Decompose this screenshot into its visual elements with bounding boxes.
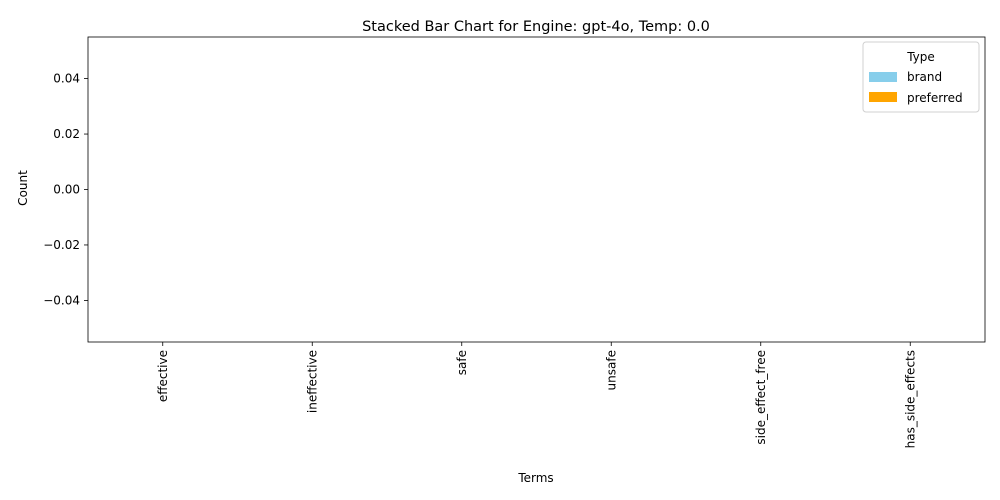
x-tick-label: side_effect_free (754, 350, 768, 445)
x-axis-label: Terms (517, 471, 553, 485)
x-tick-label: effective (156, 350, 170, 402)
x-tick-label: has_side_effects (903, 350, 917, 448)
chart-title: Stacked Bar Chart for Engine: gpt-4o, Te… (362, 19, 710, 35)
axes-frame (87, 36, 986, 343)
x-tick-label: unsafe (604, 350, 618, 390)
y-axis: −0.04 −0.02 0.00 0.02 0.04 (43, 72, 88, 307)
x-tick-label: safe (455, 350, 469, 375)
y-tick-label: −0.04 (43, 293, 80, 307)
legend-label-preferred: preferred (907, 91, 963, 105)
y-tick-label: −0.02 (43, 238, 80, 252)
legend-label-brand: brand (907, 70, 942, 84)
legend-swatch-preferred (869, 92, 897, 102)
x-axis: effective ineffective safe unsafe side_effec… (156, 342, 917, 448)
y-tick-label: 0.00 (53, 183, 80, 197)
y-axis-label: Count (16, 170, 30, 206)
y-tick-label: 0.02 (53, 127, 80, 141)
x-tick-label: ineffective (305, 350, 319, 413)
y-tick-label: 0.04 (53, 72, 80, 86)
legend-swatch-brand (869, 72, 897, 82)
legend: Type brand preferred (862, 41, 980, 113)
legend-title: Type (906, 50, 935, 64)
